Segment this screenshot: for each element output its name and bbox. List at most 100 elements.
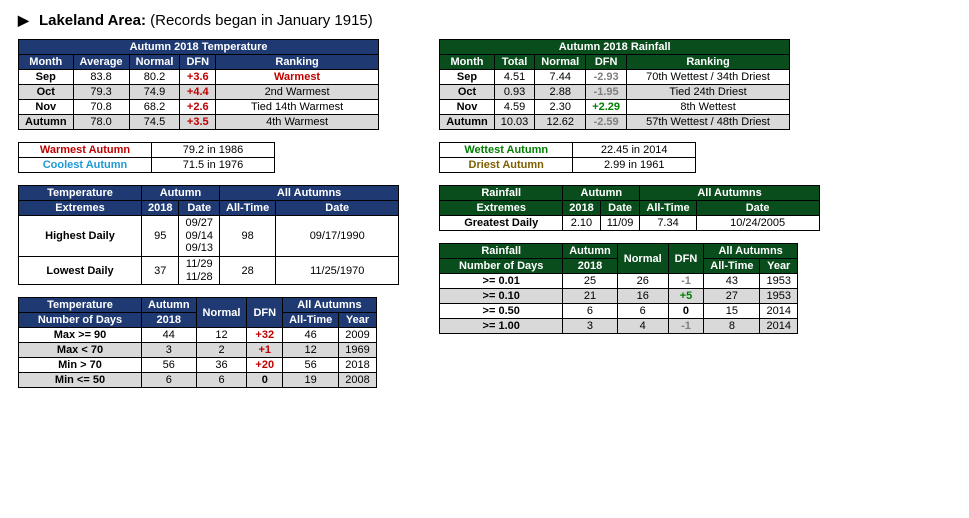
rain-days-h1: Rainfall xyxy=(440,244,563,259)
rain-extremes-h2: Extremes xyxy=(440,201,563,216)
table-row: Highest Daily9509/2709/1409/139809/17/19… xyxy=(19,216,399,257)
col-normal: Normal xyxy=(129,55,180,70)
page-title: ▶ Lakeland Area: (Records began in Janua… xyxy=(18,12,951,29)
table-cell: 2008 xyxy=(339,373,376,388)
table-row: Autumn10.0312.62-2.5957th Wettest / 48th… xyxy=(440,115,790,130)
table-row: Greatest Daily2.1011/097.3410/24/2005 xyxy=(440,216,819,231)
rcol-dfn: DFN xyxy=(586,55,627,70)
temp-extremes-all-hdr: All Autumns xyxy=(220,186,399,201)
table-cell: 6 xyxy=(142,373,197,388)
table-row: Nov70.868.2+2.6Tied 14th Warmest xyxy=(19,100,379,115)
table-cell: +20 xyxy=(247,358,283,373)
temperature-column: Autumn 2018 Temperature Month Average No… xyxy=(18,39,399,388)
sub-date: Date xyxy=(179,201,220,216)
temp-records-table: Warmest Autumn 79.2 in 1986 Coolest Autu… xyxy=(18,142,275,173)
table-cell: Tied 14th Warmest xyxy=(216,100,379,115)
sub-2018: 2018 xyxy=(142,201,179,216)
table-cell: 16 xyxy=(617,289,668,304)
temp-days-h1: Temperature xyxy=(19,298,142,313)
table-row: Min > 705636+20562018 xyxy=(19,358,377,373)
rain-extremes-all-hdr: All Autumns xyxy=(640,186,819,201)
rain-days-sub-all1: All-Time xyxy=(704,259,760,274)
table-cell: 68.2 xyxy=(129,100,180,115)
table-cell: Tied 24th Driest xyxy=(627,85,790,100)
table-cell: 26 xyxy=(617,274,668,289)
table-cell: 1953 xyxy=(760,274,797,289)
temp-summary-header: Autumn 2018 Temperature xyxy=(19,40,379,55)
driest-autumn-value: 2.99 in 1961 xyxy=(573,158,696,173)
table-cell: 2.10 xyxy=(563,216,600,231)
table-cell: 4 xyxy=(617,319,668,334)
table-cell: 0 xyxy=(247,373,283,388)
col-ranking: Ranking xyxy=(216,55,379,70)
table-cell: Autumn xyxy=(19,115,74,130)
table-row: Min <= 50660192008 xyxy=(19,373,377,388)
table-cell: 7.44 xyxy=(535,70,586,85)
table-cell: 56 xyxy=(142,358,197,373)
rsub-date2: Date xyxy=(696,201,819,216)
table-cell: -1 xyxy=(668,319,704,334)
table-cell: Nov xyxy=(19,100,74,115)
rcol-normal: Normal xyxy=(535,55,586,70)
rsub-alltime: All-Time xyxy=(640,201,696,216)
temp-days-dfn-hdr: DFN xyxy=(247,298,283,328)
table-cell: 74.5 xyxy=(129,115,180,130)
table-cell: 74.9 xyxy=(129,85,180,100)
table-cell: Max < 70 xyxy=(19,343,142,358)
wettest-autumn-value: 22.45 in 2014 xyxy=(573,143,696,158)
table-cell: 80.2 xyxy=(129,70,180,85)
table-row: >= 0.102116+5271953 xyxy=(440,289,798,304)
table-cell: 8th Wettest xyxy=(627,100,790,115)
coolest-autumn-value: 71.5 in 1976 xyxy=(152,158,275,173)
table-cell: Min <= 50 xyxy=(19,373,142,388)
rain-days-sub-autumn: 2018 xyxy=(563,259,618,274)
temp-days-sub-all2: Year xyxy=(339,313,376,328)
table-cell: Oct xyxy=(440,85,495,100)
table-cell: 21 xyxy=(563,289,618,304)
table-cell: 98 xyxy=(220,216,276,257)
rain-extremes-table: Rainfall Autumn All Autumns Extremes 201… xyxy=(439,185,819,231)
table-cell: 78.0 xyxy=(73,115,129,130)
table-row: Sep83.880.2+3.6Warmest xyxy=(19,70,379,85)
table-cell: +3.5 xyxy=(180,115,216,130)
table-cell: Autumn xyxy=(440,115,495,130)
table-cell: +2.29 xyxy=(586,100,627,115)
sub-date2: Date xyxy=(276,201,399,216)
table-cell: -2.93 xyxy=(586,70,627,85)
table-cell: +2.6 xyxy=(180,100,216,115)
table-cell: 10.03 xyxy=(494,115,535,130)
records-start-note: (Records began in January 1915) xyxy=(150,12,373,29)
table-cell: 95 xyxy=(142,216,179,257)
temp-days-autumn-hdr: Autumn xyxy=(142,298,197,313)
rcol-ranking: Ranking xyxy=(627,55,790,70)
table-cell: +3.6 xyxy=(180,70,216,85)
temp-extremes-h1: Temperature xyxy=(19,186,142,201)
table-cell: +32 xyxy=(247,328,283,343)
table-cell: 70.8 xyxy=(73,100,129,115)
table-cell: 2.88 xyxy=(535,85,586,100)
table-cell: >= 0.01 xyxy=(440,274,563,289)
table-cell: 37 xyxy=(142,256,179,284)
temp-days-norm-hdr: Normal xyxy=(196,298,247,328)
table-cell: 2014 xyxy=(760,304,797,319)
table-cell: 7.34 xyxy=(640,216,696,231)
table-cell: 2nd Warmest xyxy=(216,85,379,100)
rain-extremes-autumn-hdr: Autumn xyxy=(563,186,640,201)
temp-days-all-hdr: All Autumns xyxy=(283,298,377,313)
table-row: Max >= 904412+32462009 xyxy=(19,328,377,343)
rcol-month: Month xyxy=(440,55,495,70)
table-cell: 57th Wettest / 48th Driest xyxy=(627,115,790,130)
table-row: Autumn78.074.5+3.54th Warmest xyxy=(19,115,379,130)
rain-days-table: Rainfall Autumn Normal DFN All Autumns N… xyxy=(439,243,798,334)
table-cell: >= 0.10 xyxy=(440,289,563,304)
table-row: Oct0.932.88-1.95Tied 24th Driest xyxy=(440,85,790,100)
table-cell: 70th Wettest / 34th Driest xyxy=(627,70,790,85)
table-cell: Highest Daily xyxy=(19,216,142,257)
table-cell: 2 xyxy=(196,343,247,358)
table-cell: Oct xyxy=(19,85,74,100)
table-cell: 1953 xyxy=(760,289,797,304)
table-cell: 11/09 xyxy=(600,216,640,231)
table-cell: 25 xyxy=(563,274,618,289)
table-cell: 6 xyxy=(196,373,247,388)
rain-records-table: Wettest Autumn 22.45 in 2014 Driest Autu… xyxy=(439,142,696,173)
